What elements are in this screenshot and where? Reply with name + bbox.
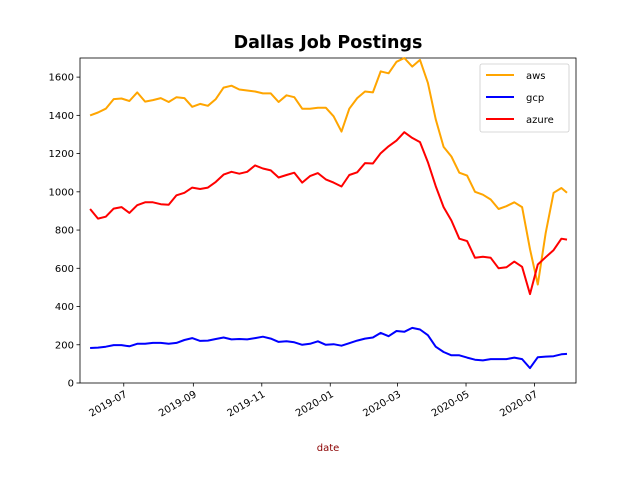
x-axis-label: date (317, 443, 340, 454)
series-line-aws (89, 57, 568, 286)
series-layer (89, 57, 568, 370)
legend: aws gcp azure (479, 63, 570, 133)
x-tick-label: 2020-03 (361, 389, 403, 419)
plot-area (79, 57, 577, 384)
legend-box (479, 63, 570, 133)
series-line-azure (89, 131, 568, 296)
y-tick-label: 0 (68, 379, 74, 390)
legend-label-aws: aws (526, 71, 546, 82)
y-tick-label: 1600 (49, 73, 74, 84)
y-tick-label: 800 (55, 226, 74, 237)
y-tick-label: 1400 (49, 111, 74, 122)
y-tick-label: 1000 (49, 187, 74, 198)
y-tick-label: 400 (55, 302, 74, 313)
y-tick-label: 600 (55, 264, 74, 275)
y-axis: 0 200 400 600 800 1000 1200 1400 1600 (49, 73, 80, 390)
x-tick-label: 2020-01 (294, 389, 336, 419)
x-axis: 2019-07 2019-09 2019-11 2020-01 2020-03 2020-… (88, 383, 540, 419)
legend-label-azure: azure (526, 115, 554, 126)
chart-title: Dallas Job Postings (234, 33, 423, 53)
x-tick-label: 2020-07 (498, 389, 540, 419)
x-tick-label: 2020-05 (430, 389, 472, 419)
series-line-gcp (90, 326, 568, 370)
x-tick-label: 2019-11 (226, 389, 268, 419)
x-tick-label: 2019-07 (88, 389, 130, 419)
y-tick-label: 200 (55, 340, 74, 351)
legend-label-gcp: gcp (526, 93, 544, 104)
x-tick-label: 2019-09 (157, 389, 199, 419)
y-tick-label: 1200 (49, 149, 74, 160)
